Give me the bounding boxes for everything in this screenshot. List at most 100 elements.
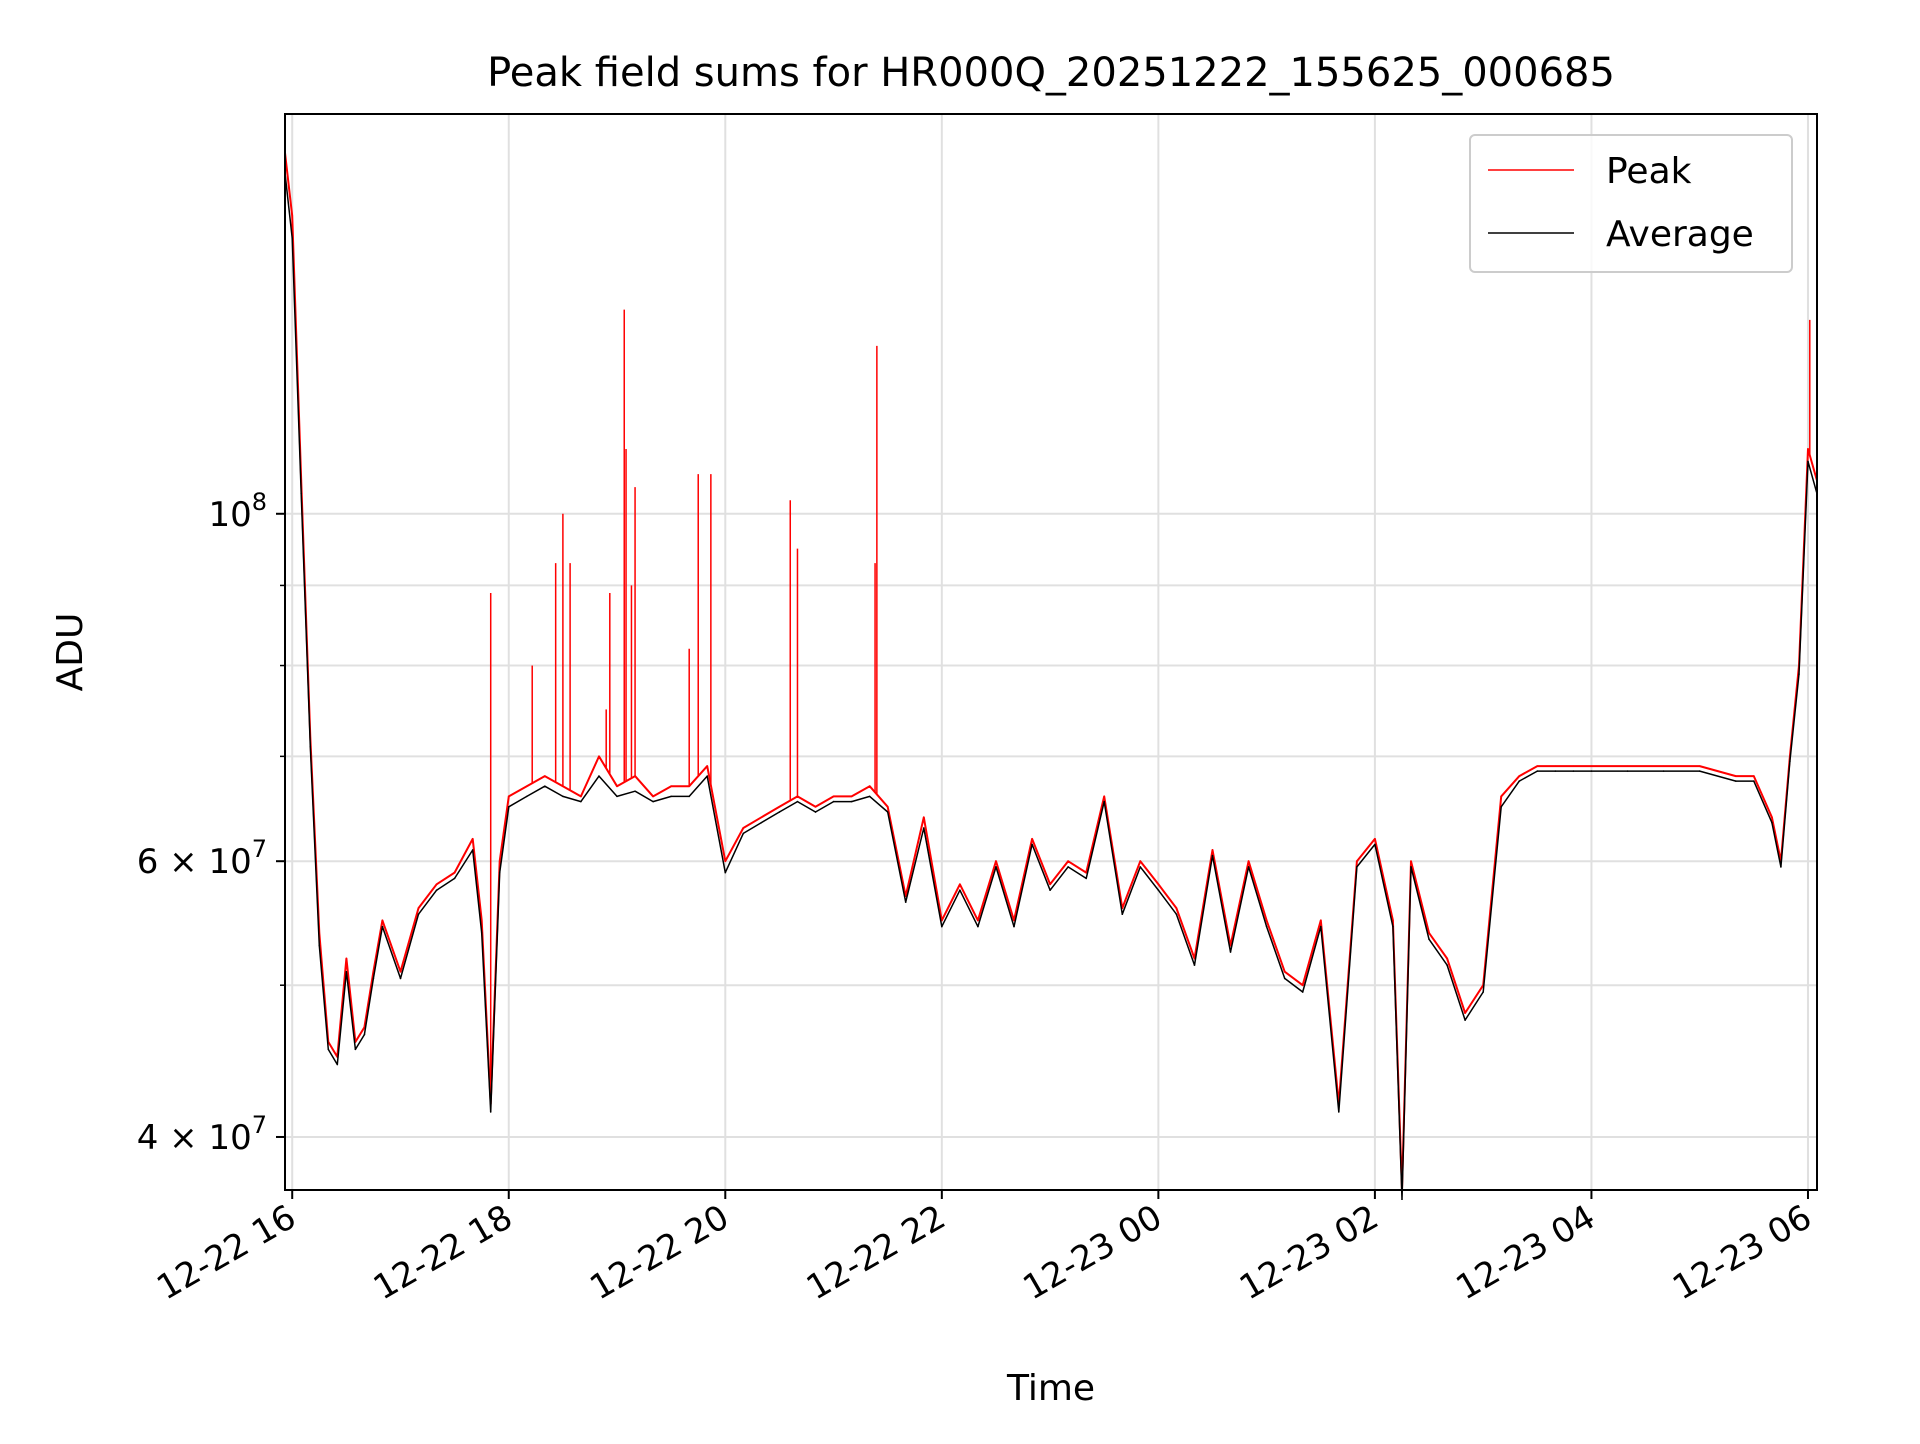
data-point-average bbox=[706, 775, 709, 777]
data-point-peak bbox=[1229, 944, 1232, 947]
data-point-average bbox=[1482, 991, 1484, 993]
data-point-average bbox=[1554, 770, 1557, 772]
data-point-peak bbox=[868, 785, 871, 787]
data-point-average bbox=[1464, 1019, 1466, 1021]
data-point-average bbox=[1753, 780, 1755, 782]
legend-label-peak: Peak bbox=[1606, 151, 1692, 192]
axes-frame bbox=[284, 113, 1818, 1191]
data-point-peak bbox=[1518, 775, 1521, 777]
data-point-average bbox=[1229, 951, 1232, 953]
data-point-average bbox=[904, 901, 907, 903]
data-point-average bbox=[941, 925, 943, 928]
data-point-peak bbox=[471, 838, 474, 840]
data-point-peak bbox=[1175, 907, 1178, 909]
data-point-peak bbox=[1247, 860, 1250, 863]
data-point-average bbox=[291, 237, 294, 239]
grid-lines bbox=[285, 114, 1817, 1190]
data-point-average bbox=[1410, 866, 1412, 868]
data-point-peak bbox=[544, 775, 546, 777]
data-point-peak bbox=[688, 785, 691, 787]
data-point-peak bbox=[1301, 984, 1304, 987]
data-point-average bbox=[453, 877, 456, 880]
data-point-average bbox=[399, 977, 402, 980]
data-point-average bbox=[670, 795, 672, 798]
data-point-average bbox=[1085, 877, 1087, 880]
data-point-peak bbox=[1536, 765, 1539, 767]
data-point-peak bbox=[1554, 765, 1557, 767]
data-point-peak bbox=[814, 805, 817, 808]
data-point-average bbox=[1698, 770, 1701, 772]
data-point-peak bbox=[1374, 838, 1376, 840]
data-point-peak bbox=[1157, 883, 1160, 886]
data-point-peak bbox=[381, 919, 384, 922]
data-point-average bbox=[580, 800, 582, 803]
data-point-average bbox=[724, 871, 727, 874]
data-point-average bbox=[1401, 1198, 1403, 1201]
data-point-average bbox=[1626, 770, 1629, 772]
data-point-peak bbox=[345, 957, 348, 960]
data-point-average bbox=[977, 925, 979, 928]
data-point-peak bbox=[995, 860, 997, 863]
data-point-average bbox=[598, 775, 600, 777]
data-point-average bbox=[1301, 991, 1304, 993]
data-point-peak bbox=[580, 795, 582, 798]
data-point-peak bbox=[1771, 816, 1773, 819]
data-point-average bbox=[1049, 889, 1051, 891]
data-point-peak bbox=[291, 214, 294, 217]
data-point-peak bbox=[706, 765, 709, 767]
data-point-average bbox=[1807, 460, 1809, 463]
data-point-average bbox=[363, 1033, 366, 1036]
data-point-peak bbox=[1753, 775, 1755, 777]
data-point-average bbox=[327, 1048, 330, 1051]
data-point-peak bbox=[1662, 765, 1665, 767]
data-point-average bbox=[1662, 770, 1665, 772]
data-point-peak bbox=[1265, 919, 1268, 922]
data-point-average bbox=[1518, 780, 1521, 782]
data-point-average bbox=[868, 795, 871, 798]
data-point-peak bbox=[1807, 448, 1809, 450]
data-point-peak bbox=[778, 805, 781, 808]
data-point-average bbox=[498, 871, 501, 874]
data-point-peak bbox=[832, 795, 835, 798]
data-point-peak bbox=[1572, 765, 1575, 767]
data-point-average bbox=[1338, 1111, 1340, 1113]
data-point-average bbox=[1572, 770, 1575, 772]
data-point-average bbox=[1139, 866, 1142, 868]
data-point-average bbox=[886, 811, 889, 813]
data-point-peak bbox=[959, 883, 961, 886]
data-point-average bbox=[336, 1063, 339, 1066]
data-point-average bbox=[922, 827, 925, 829]
data-point-peak bbox=[562, 785, 564, 787]
data-point-peak bbox=[1067, 860, 1069, 863]
data-point-peak bbox=[480, 919, 483, 922]
data-point-peak bbox=[616, 785, 618, 787]
data-point-average bbox=[1392, 925, 1394, 928]
data-point-average bbox=[742, 832, 745, 835]
data-point-average bbox=[1500, 805, 1503, 808]
data-point-peak bbox=[1211, 849, 1214, 851]
data-point-average bbox=[1157, 889, 1160, 891]
data-point-average bbox=[354, 1048, 357, 1051]
data-point-peak bbox=[399, 970, 402, 973]
data-point-average bbox=[1247, 866, 1250, 868]
data-point-average bbox=[1789, 760, 1791, 763]
data-point-peak bbox=[1283, 970, 1286, 973]
data-point-peak bbox=[886, 805, 889, 808]
data-point-average bbox=[381, 925, 384, 928]
data-point-average bbox=[778, 811, 781, 813]
data-point-average bbox=[1590, 770, 1593, 772]
data-point-average bbox=[1283, 977, 1286, 980]
data-point-peak bbox=[1626, 765, 1629, 767]
data-point-average bbox=[1780, 866, 1782, 868]
data-point-peak bbox=[1356, 860, 1358, 863]
data-point-average bbox=[318, 944, 321, 947]
data-point-peak bbox=[453, 871, 456, 874]
data-point-peak bbox=[498, 860, 501, 863]
data-point-average bbox=[1536, 770, 1539, 772]
data-point-average bbox=[1175, 913, 1178, 916]
data-point-peak bbox=[796, 795, 799, 798]
data-point-average bbox=[616, 795, 618, 798]
data-point-peak bbox=[634, 775, 636, 777]
data-point-average bbox=[435, 889, 438, 891]
data-point-peak bbox=[417, 907, 420, 909]
